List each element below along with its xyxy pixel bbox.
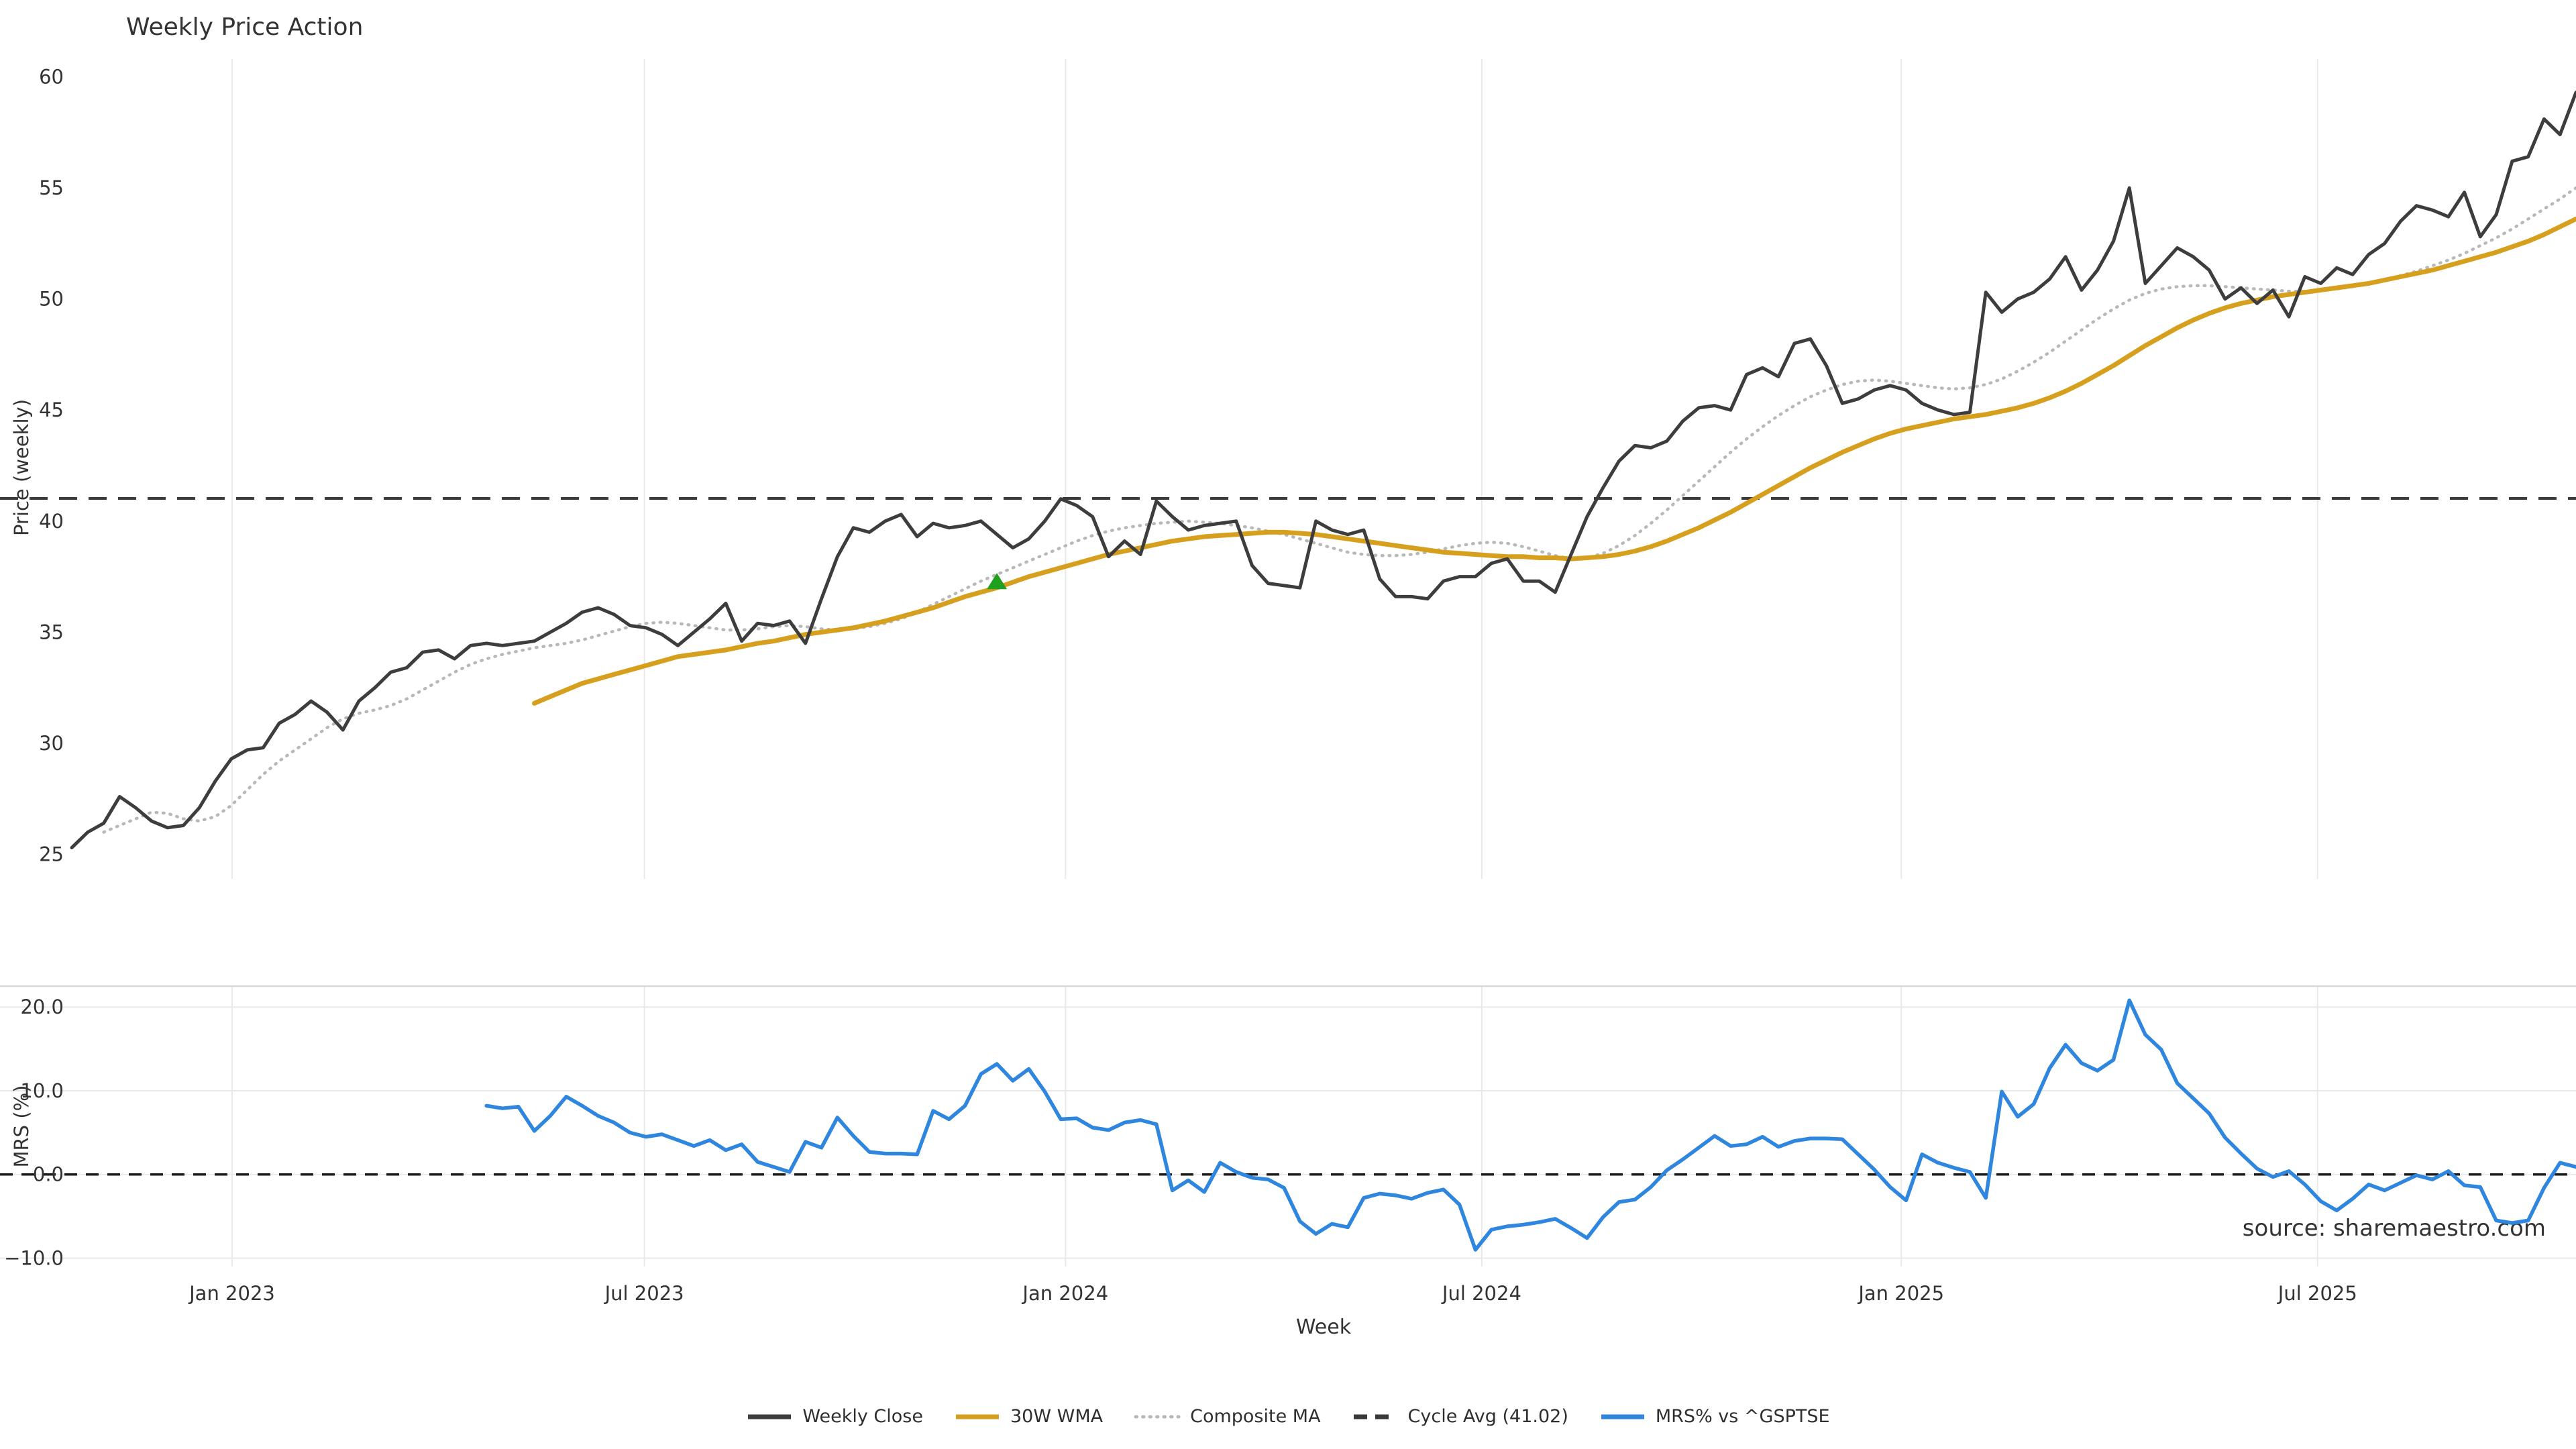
week-axis-label: Week [1296, 1316, 1352, 1339]
legend-item: Composite MA [1134, 1406, 1321, 1427]
wma-30w-line [532, 216, 2576, 706]
price-ytick-label: 45 [39, 398, 64, 421]
legend-label: Cycle Avg (41.02) [1407, 1406, 1568, 1427]
mrs-ytick-label: −10.0 [4, 1247, 64, 1270]
legend-label: Weekly Close [802, 1406, 923, 1427]
legend-label: Composite MA [1190, 1406, 1321, 1427]
price-ytick-label: 35 [39, 621, 64, 643]
tick-labels: 25 30 35 40 45 50 55 60 −10.0 0.0 10.0 20.0 Jan 2023… [4, 66, 2357, 1305]
legend-swatch-solid-icon [1601, 1414, 1644, 1419]
xtick-label: Jan 2023 [188, 1282, 275, 1305]
buy-signal-triangle-icon [987, 573, 1008, 590]
legend-item: MRS% vs ^GSPTSE [1599, 1406, 1830, 1427]
price-ytick-label: 55 [39, 176, 64, 199]
mrs-ytick-label: 20.0 [20, 996, 64, 1018]
price-ytick-label: 50 [39, 288, 64, 311]
price-ytick-label: 60 [39, 66, 64, 89]
legend-swatch-solid-icon [955, 1414, 999, 1419]
chart-title: Weekly Price Action [126, 13, 363, 41]
composite-ma-line [102, 186, 2576, 834]
legend-item: Cycle Avg (41.02) [1352, 1406, 1568, 1427]
price-ytick-label: 30 [39, 732, 64, 755]
mrs-line [484, 998, 2576, 1252]
bottom-panel-series [0, 998, 2576, 1252]
mrs-ytick-label: 0.0 [33, 1163, 64, 1186]
mrs-axis-label: MRS (%) [10, 1085, 33, 1168]
legend-swatch-dotted-icon [1134, 1415, 1181, 1418]
price-ytick-label: 40 [39, 510, 64, 533]
legend-swatch-solid-icon [748, 1414, 792, 1419]
bottom-panel-gridlines [0, 985, 2576, 1267]
weekly-close-line [70, 91, 2576, 850]
xtick-label: Jan 2025 [1857, 1282, 1944, 1305]
xtick-label: Jul 2023 [604, 1282, 684, 1305]
legend-swatch-dashed-icon [1353, 1414, 1397, 1419]
xtick-label: Jul 2025 [2277, 1282, 2357, 1305]
xtick-label: Jan 2024 [1021, 1282, 1108, 1305]
price-axis-label: Price (weekly) [10, 399, 33, 536]
legend-item: 30W WMA [954, 1406, 1103, 1427]
xtick-label: Jul 2024 [1441, 1282, 1521, 1305]
mrs-ytick-label: 10.0 [20, 1079, 64, 1102]
top-panel-gridlines [231, 59, 2318, 879]
top-panel-series [0, 91, 2576, 850]
legend-item: Weekly Close [746, 1406, 923, 1427]
watermark-layer: source: sharemaestro.com [2243, 1215, 2546, 1242]
price-ytick-label: 25 [39, 843, 64, 866]
legend-label: MRS% vs ^GSPTSE [1655, 1406, 1830, 1427]
watermark: source: sharemaestro.com [2243, 1215, 2546, 1242]
legend: Weekly Close 30W WMA Composite MA Cycle Avg… [0, 1406, 2576, 1427]
legend-label: 30W WMA [1010, 1406, 1104, 1427]
